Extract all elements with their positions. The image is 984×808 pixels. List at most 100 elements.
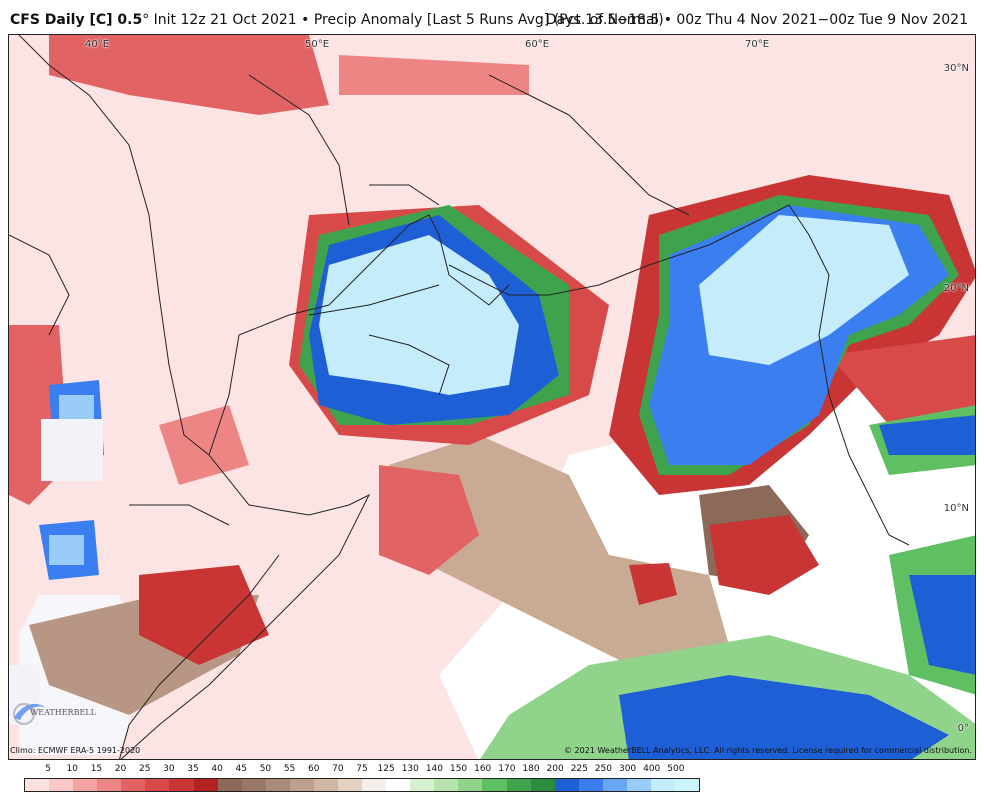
colorbar-labels: 5 10 15 20 25 30 35 40 45 50 55 60 70 75 125 130 140 150 1… [24,764,700,776]
colorbar-swatch [289,779,314,791]
saudi-border [308,284,440,316]
colorbar-tick-label: 35 [187,764,199,774]
colorbar-tick-label: 180 [522,764,540,774]
iran-pakistan-coast [448,204,790,296]
somalia-border [119,554,280,759]
lon-label-50e: 50°E [305,39,330,50]
lon-label-70e: 70°E [745,39,770,50]
colorbar-swatch [49,779,74,791]
colorbar-tick-label: 250 [594,764,613,774]
lat-label-0: 0° [957,723,969,734]
copyright-notice: © 2021 WeatherBELL Analytics, LLC. All r… [564,746,972,755]
colorbar-tick-label: 300 [618,764,637,774]
india-west-coast [788,204,910,546]
red-patch-india-south [829,335,975,425]
cyan-core-india [699,215,909,365]
coastline-borders [9,35,910,759]
colorbar-tick-label: 75 [356,764,368,774]
colorbar-tick-label: 400 [643,764,661,774]
colorbar-swatch [675,779,700,791]
africa-coast [18,35,371,759]
yemen-oman-border [368,334,450,396]
colorbar-tick-label: 130 [401,764,419,774]
red-patch-ethiopia [139,565,269,665]
map-canvas [9,35,975,759]
colorbar-swatch [578,779,603,791]
colorbar-swatch [602,779,627,791]
egypt-sudan-border [9,234,70,336]
colorbar-swatch [97,779,122,791]
colorbar-swatch [651,779,676,791]
colorbar-tick-label: 200 [546,764,564,774]
colorbar-tick-label: 5 [45,764,52,774]
lat-label-30n: 30°N [943,63,969,74]
colorbar-tick-label: 150 [449,764,468,774]
colorbar-tick-label: 20 [114,764,127,774]
colorbar [24,778,700,792]
header: CFS Daily [C] 0.5° Init 12z 21 Oct 2021 … [0,0,984,34]
cyan-core-west-south [49,535,84,565]
colorbar-swatch [434,779,459,791]
colorbar-swatch [169,779,194,791]
arabia-coast [208,214,510,456]
blank-box-west [41,419,103,481]
colorbar-swatch [338,779,363,791]
colorbar-swatch [217,779,242,791]
colorbar-tick-label: 140 [425,764,444,774]
colorbar-tick-label: 70 [332,764,344,774]
colorbar-swatch [530,779,555,791]
valid-time: Days 13.5−18.5 • 00z Thu 4 Nov 2021−00z … [545,12,968,28]
red-band-north-center [339,55,529,95]
colorbar-swatch [145,779,170,791]
pakistan-afghan-border [568,114,690,216]
colorbar-swatch [626,779,652,791]
colorbar-tick-label: 30 [163,764,175,774]
colorbar-tick-label: 25 [138,764,151,774]
climo-source: Climo: ECMWF ERA-5 1991-2020 [10,746,141,755]
colorbar-tick-label: 160 [474,764,492,774]
model-name: CFS Daily [C] 0.5 [10,12,143,28]
colorbar-swatch [241,779,266,791]
map-title: CFS Daily [C] 0.5° Init 12z 21 Oct 2021 … [10,12,664,28]
colorbar-tick-label: 60 [307,764,320,774]
iran-north-border [488,74,570,116]
colorbar-tick-label: 45 [235,764,248,774]
colorbar-swatch [121,779,146,791]
logo-text: WEATHERBELL [30,708,96,717]
brown-band-central [389,435,729,675]
colorbar-swatch [73,779,98,791]
persian-gulf-coast [369,184,440,206]
lon-label-60e: 60°E [525,39,550,50]
colorbar-swatch [482,779,507,791]
colorbar-swatch [265,779,290,791]
ethiopia-border [129,504,230,526]
colorbar-swatch [410,779,435,791]
blue-area-southeast [909,575,975,675]
colorbar-tick-label: 50 [259,764,272,774]
colorbar-tick-label: 15 [90,764,103,774]
precip-anomaly-map: 40°E 50°E 60°E 70°E 30°N 20°N 10°N 0° [8,34,976,760]
colorbar-tick-label: 55 [283,764,296,774]
blue-area-east [879,415,975,455]
colorbar-tick-label: 225 [570,764,588,774]
weatherbell-logo: WEATHERBELL [12,698,96,726]
colorbar-swatch [458,779,483,791]
degree-symbol: ° [142,12,150,28]
colorbar-swatch [386,779,411,791]
colorbar-swatch [362,779,387,791]
lat-label-20n: 20°N [943,283,969,294]
colorbar-tick-label: 170 [498,764,516,774]
red-patch-gulf-aden [379,465,479,575]
lon-label-40e: 40°E [85,39,110,50]
blue-area-south [619,675,949,759]
colorbar-swatch [313,779,339,791]
colorbar-swatch [193,779,218,791]
red-patch-east-ocean [709,515,819,595]
colorbar-tick-label: 10 [66,764,79,774]
colorbar-swatch [25,779,50,791]
persian-gulf-west [248,74,350,226]
lat-label-10n: 10°N [943,503,969,514]
colorbar-swatch [506,779,531,791]
title-description: Init 12z 21 Oct 2021 • Precip Anomaly [L… [149,12,664,28]
colorbar-tick-label: 125 [377,764,395,774]
